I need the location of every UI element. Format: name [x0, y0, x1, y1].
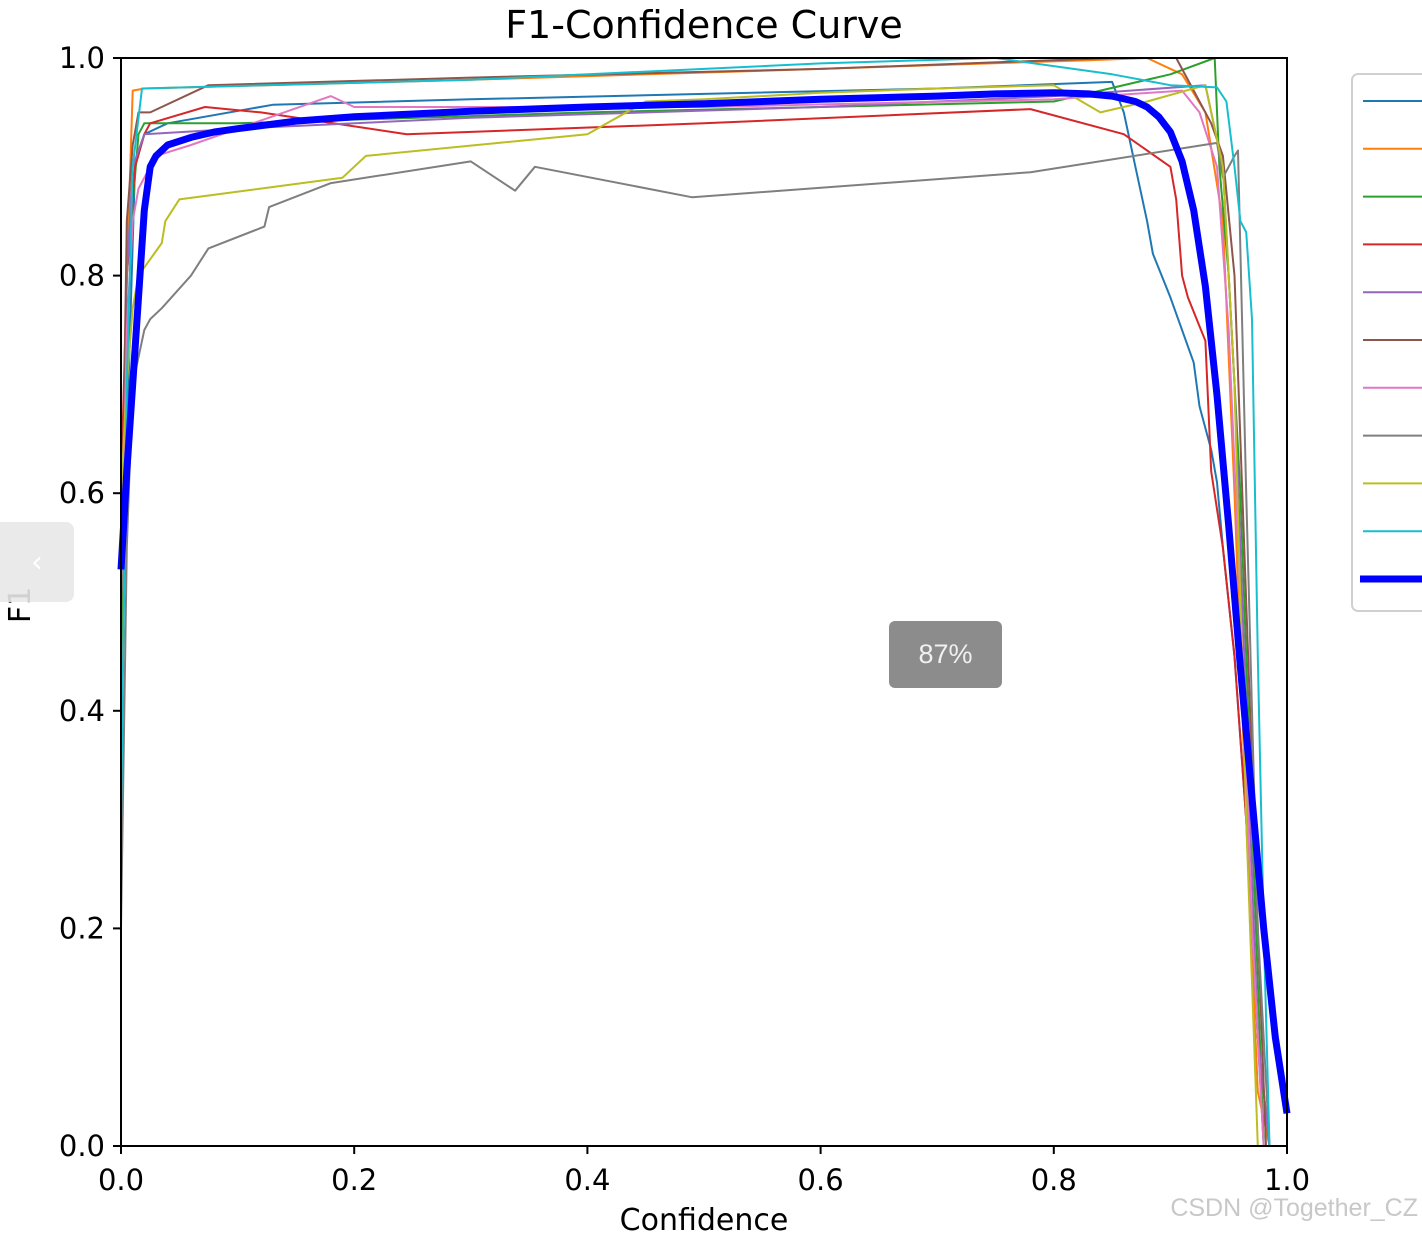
plot-frame [120, 57, 1288, 1147]
series-line-9 [120, 84, 1259, 1147]
back-button[interactable]: ‹ [0, 522, 74, 602]
y-tick-label: 0.0 [59, 1129, 105, 1163]
series-line-3 [120, 57, 1265, 1147]
y-tick-label: 1.0 [59, 41, 105, 75]
chart-title: F1-Confidence Curve [505, 3, 903, 47]
y-tick-label: 0.4 [59, 694, 105, 728]
y-tick-label: 0.8 [59, 259, 105, 293]
series-line-11 [117, 89, 1291, 1114]
x-tick-label: 0.8 [1031, 1163, 1077, 1197]
series-line-10 [120, 57, 1271, 1147]
series-line-1 [120, 80, 1265, 1147]
legend-box [1351, 73, 1422, 612]
series-line-7 [120, 89, 1265, 1147]
x-axis-label: Confidence [620, 1203, 789, 1236]
series-line-5 [120, 84, 1271, 1147]
x-tick-label: 0.4 [564, 1163, 610, 1197]
x-tick-label: 0.0 [98, 1163, 144, 1197]
y-tick-label: 0.2 [59, 911, 105, 945]
legend [1351, 73, 1422, 612]
watermark: CSDN @Together_CZ [1170, 1194, 1418, 1222]
x-tick-label: 1.0 [1264, 1163, 1310, 1197]
series-line-8 [120, 141, 1271, 1147]
chevron-left-icon: ‹ [31, 544, 43, 580]
series-line-6 [120, 57, 1267, 1147]
x-tick-label: 0.6 [798, 1163, 844, 1197]
y-tick-label: 0.6 [59, 476, 105, 510]
x-tick-label: 0.2 [331, 1163, 377, 1197]
series-line-4 [120, 106, 1271, 1147]
series-line-2 [120, 57, 1271, 1147]
zoom-level-badge: 87% [889, 621, 1002, 688]
